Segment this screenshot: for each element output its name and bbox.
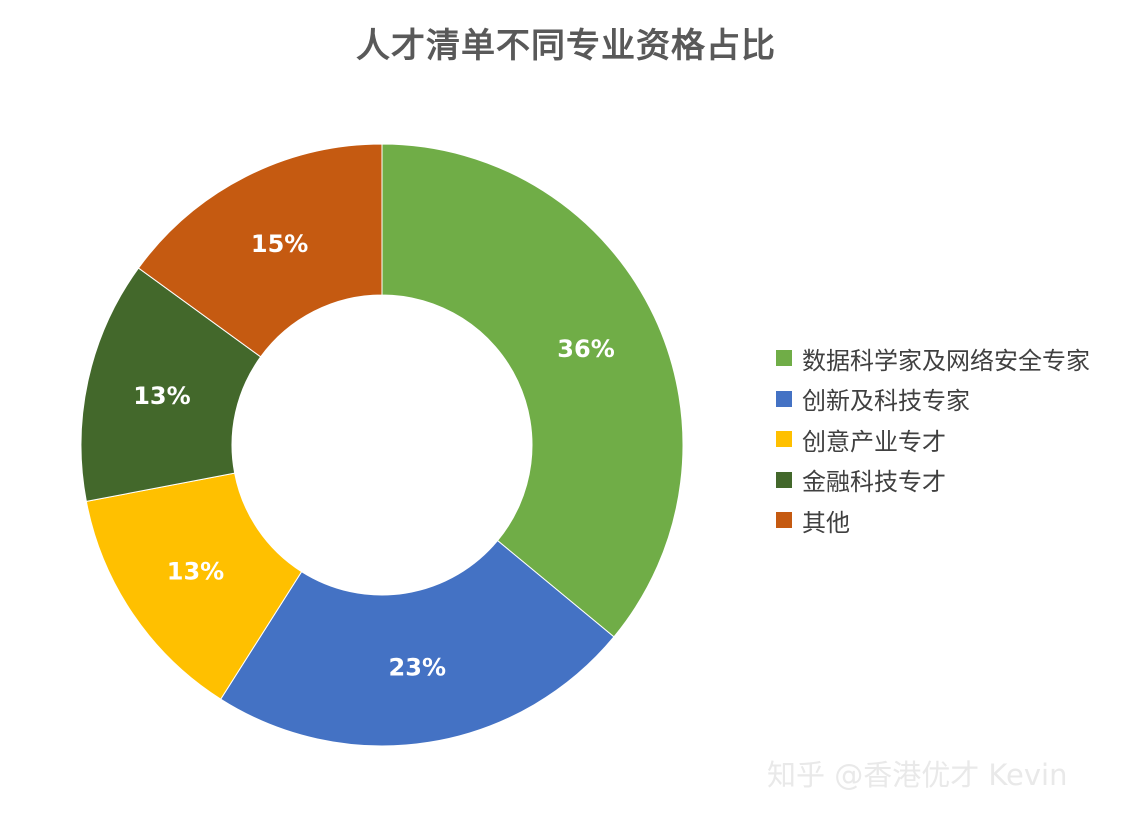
donut-slice-0: [381, 143, 684, 638]
legend-swatch-0: [776, 350, 792, 367]
legend-swatch-3: [776, 471, 792, 488]
legend-item-0: 数据科学家及网络安全专家: [776, 338, 1090, 379]
watermark: 知乎 @香港优才 Kevin: [767, 758, 1068, 792]
donut-slice-2: [85, 472, 303, 700]
slice-value-label-4: 15%: [251, 230, 308, 258]
donut-slice-1: [220, 539, 615, 747]
legend-item-2: 创意产业专才: [776, 419, 1090, 460]
slice-value-label-0: 36%: [557, 335, 614, 363]
slice-value-label-2: 13%: [167, 558, 224, 586]
legend-item-1: 创新及科技专家: [776, 379, 1090, 420]
legend-label-4: 其他: [802, 508, 850, 537]
legend-label-1: 创新及科技专家: [802, 387, 970, 416]
chart-legend: 数据科学家及网络安全专家 创新及科技专家 创意产业专才 金融科技专才 其他: [776, 338, 1090, 541]
slice-value-label-3: 13%: [133, 382, 190, 410]
legend-swatch-2: [776, 431, 792, 448]
donut-slice-4: [137, 143, 383, 358]
chart-title: 人才清单不同专业资格占比: [356, 26, 776, 66]
legend-swatch-4: [776, 512, 792, 529]
legend-label-2: 创意产业专才: [802, 427, 946, 456]
slice-value-label-1: 23%: [389, 654, 446, 682]
legend-item-3: 金融科技专才: [776, 460, 1090, 501]
legend-item-4: 其他: [776, 500, 1090, 541]
legend-swatch-1: [776, 390, 792, 407]
legend-label-0: 数据科学家及网络安全专家: [802, 346, 1090, 375]
legend-label-3: 金融科技专才: [802, 468, 946, 497]
donut-slice-3: [80, 267, 262, 502]
